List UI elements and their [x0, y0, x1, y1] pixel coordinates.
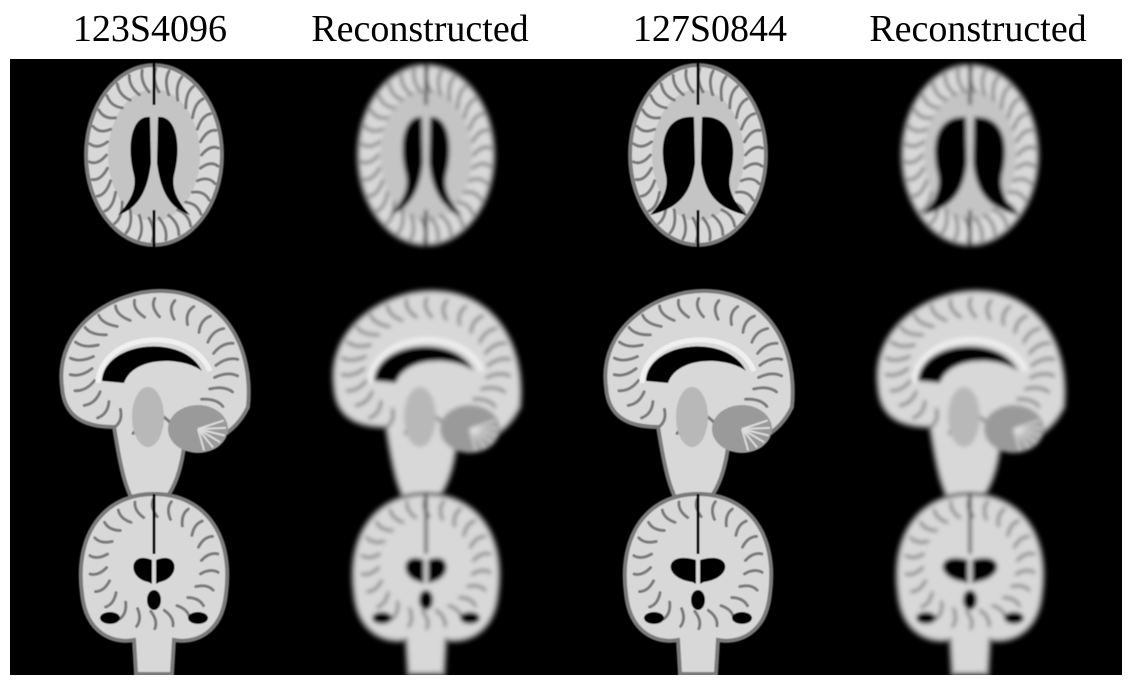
sagittal-slice-reconstructed-4	[875, 288, 1067, 520]
sagittal-slice-reconstructed-2	[331, 288, 523, 520]
sagittal-slice-original-3	[603, 288, 795, 520]
column-title-reconstructed-2: Reconstructed	[869, 8, 1087, 50]
axial-slice-reconstructed-2	[356, 63, 496, 247]
sagittal-slice-original-1	[59, 288, 251, 520]
coronal-slice-reconstructed-4	[894, 491, 1046, 675]
axial-slice-original-1	[84, 63, 224, 247]
axial-slice-original-3	[628, 63, 768, 247]
column-title-subject-1: 123S4096	[72, 8, 228, 50]
coronal-slice-original-1	[78, 491, 230, 675]
mri-image-panel	[10, 59, 1122, 675]
mri-slices-figure	[59, 63, 1067, 675]
coronal-slice-original-3	[622, 491, 774, 675]
coronal-slice-reconstructed-2	[350, 491, 502, 675]
column-title-subject-2: 127S0844	[632, 8, 788, 50]
column-header-bar: 123S4096 Reconstructed 127S0844 Reconstr…	[0, 0, 1128, 58]
axial-slice-reconstructed-4	[900, 63, 1040, 247]
column-title-reconstructed-1: Reconstructed	[311, 8, 529, 50]
